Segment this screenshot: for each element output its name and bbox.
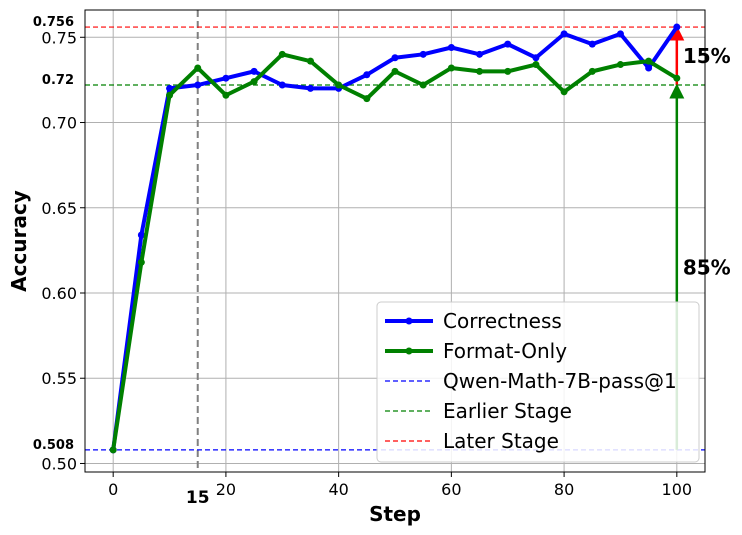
tick-labels: 15 0.508 0.72 0.756 0 20 40 60 80 100 0.50 0.55 0.60… <box>33 15 692 508</box>
y-tick-label: 0.50 <box>41 454 77 473</box>
reference-value-label-1: 0.72 <box>42 73 74 88</box>
data-point-Correctness <box>447 44 455 52</box>
data-point-Correctness <box>560 30 568 38</box>
data-point-Format-Only <box>419 81 427 89</box>
data-point-Correctness <box>306 84 314 92</box>
series-lines <box>109 23 681 454</box>
data-point-Format-Only <box>166 91 174 99</box>
data-point-Correctness <box>532 54 540 62</box>
x-tick-label: 20 <box>216 480 236 499</box>
data-point-Correctness <box>137 231 145 239</box>
legend: Correctness Format-Only Qwen-Math-7B-pass@… <box>376 301 700 463</box>
data-point-Format-Only <box>363 95 371 103</box>
data-point-Correctness <box>250 67 258 75</box>
plot-frame <box>84 9 706 473</box>
step-15-marker-label: 15 <box>186 488 210 508</box>
data-point-Format-Only <box>447 64 455 72</box>
y-tick-label: 0.65 <box>41 199 77 218</box>
data-point-Correctness <box>363 71 371 79</box>
data-point-Correctness <box>278 81 286 89</box>
legend-label-Earlier Stage: Earlier Stage <box>443 399 572 423</box>
annotation-85%: 85% <box>683 255 731 279</box>
x-axis-title: Step <box>369 502 421 526</box>
data-point-Format-Only <box>137 258 145 266</box>
data-point-Format-Only <box>476 67 484 75</box>
legend-label-Qwen-Math-7B-pass@1: Qwen-Math-7B-pass@1 <box>443 369 677 393</box>
y-tick-label: 0.75 <box>41 28 77 47</box>
data-point-Format-Only <box>588 67 596 75</box>
data-point-Correctness <box>222 74 230 82</box>
data-point-Format-Only <box>391 67 399 75</box>
legend-label-Correctness: Correctness <box>443 309 562 333</box>
legend-marker-Correctness <box>405 317 413 325</box>
x-tick-label: 40 <box>328 480 348 499</box>
x-tick-label: 100 <box>662 480 693 499</box>
data-point-Format-Only <box>616 61 624 69</box>
data-point-Format-Only <box>109 446 117 454</box>
data-point-Format-Only <box>673 74 681 82</box>
data-point-Format-Only <box>278 50 286 58</box>
data-point-Correctness <box>194 81 202 89</box>
reference-value-label-0: 0.508 <box>33 438 74 453</box>
legend-label-Later Stage: Later Stage <box>443 429 559 453</box>
x-tick-label: 0 <box>108 480 118 499</box>
data-point-Correctness <box>588 40 596 48</box>
y-axis-title: Accuracy <box>7 190 31 292</box>
data-point-Format-Only <box>194 64 202 72</box>
data-point-Correctness <box>616 30 624 38</box>
data-point-Format-Only <box>532 61 540 69</box>
annotation-15%: 15% <box>683 44 731 68</box>
data-point-Format-Only <box>306 57 314 65</box>
data-point-Correctness <box>476 50 484 58</box>
y-tick-label: 0.55 <box>41 369 77 388</box>
reference-value-label-2: 0.756 <box>33 15 74 30</box>
data-point-Format-Only <box>504 67 512 75</box>
data-point-Correctness <box>645 64 653 72</box>
x-tick-label: 60 <box>441 480 461 499</box>
data-point-Format-Only <box>250 78 258 86</box>
legend-marker-Format-Only <box>405 347 413 355</box>
legend-box <box>376 301 700 463</box>
y-tick-label: 0.60 <box>41 284 77 303</box>
data-point-Format-Only <box>335 81 343 89</box>
data-point-Format-Only <box>560 88 568 96</box>
y-tick-label: 0.70 <box>41 114 77 133</box>
data-point-Format-Only <box>222 91 230 99</box>
data-point-Correctness <box>504 40 512 48</box>
data-point-Format-Only <box>645 57 653 65</box>
axes-frame <box>80 9 706 477</box>
legend-label-Format-Only: Format-Only <box>443 339 567 363</box>
x-tick-label: 80 <box>554 480 574 499</box>
data-point-Correctness <box>391 54 399 62</box>
data-point-Correctness <box>166 84 174 92</box>
data-point-Correctness <box>673 23 681 31</box>
data-point-Correctness <box>419 50 427 58</box>
